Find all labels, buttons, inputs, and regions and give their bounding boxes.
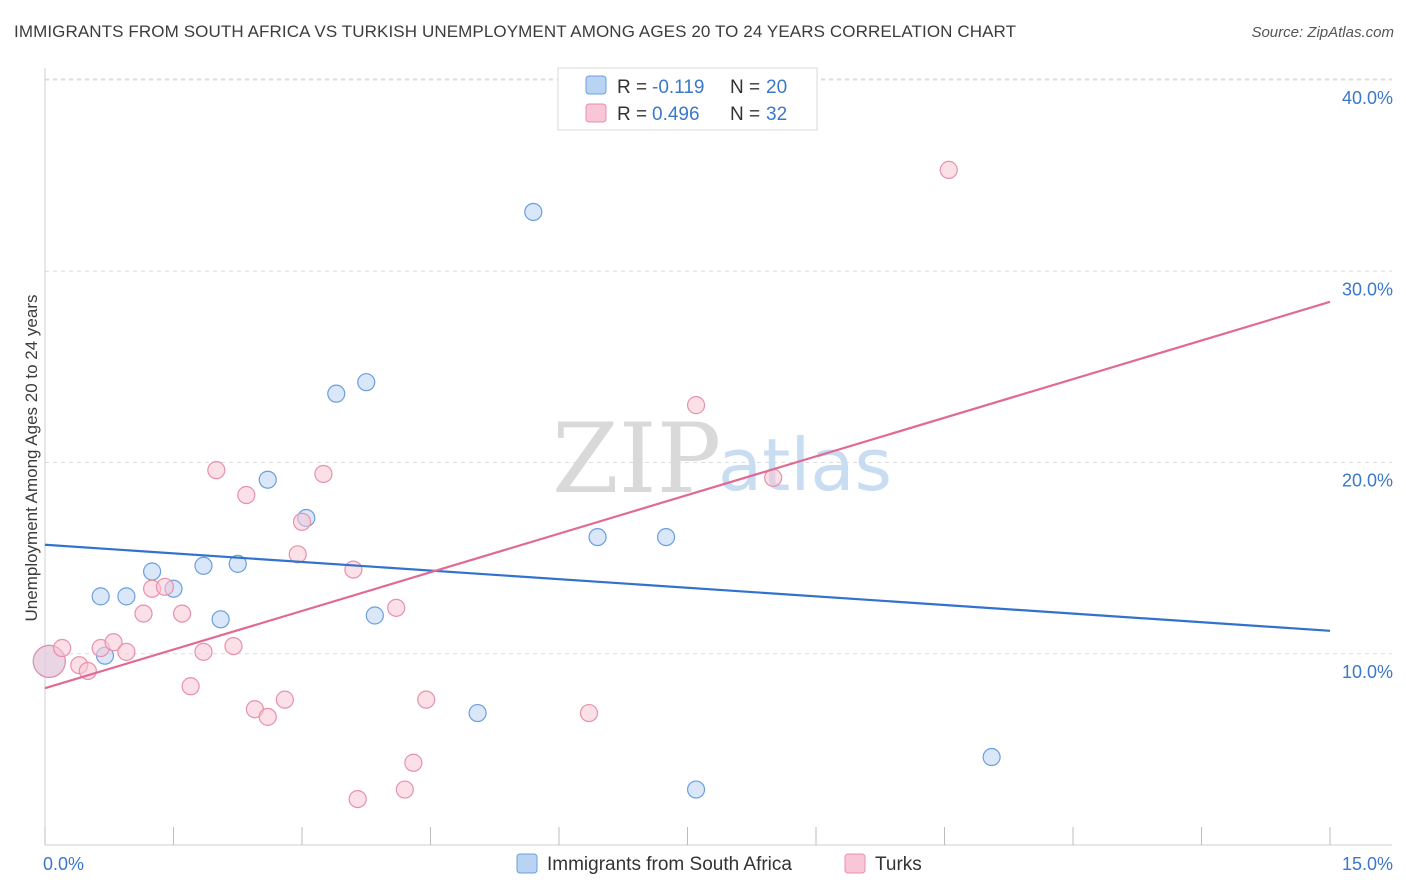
turks-point (404, 753, 423, 772)
turks-point (686, 396, 706, 415)
y-tick-label: 40.0% (1342, 88, 1393, 108)
trend-lines (44, 300, 1331, 690)
legend-r-value: -0.119 (652, 77, 704, 98)
south-africa-point (982, 747, 1001, 767)
turks-point (207, 461, 226, 480)
turks-point (579, 703, 599, 723)
legend-swatch-pink (585, 103, 607, 123)
y-tick-labels: 10.0% 20.0% 30.0% 40.0% (1342, 88, 1393, 682)
legend-n-value: 20 (766, 77, 787, 98)
gridlines (45, 78, 1392, 655)
turks-point (117, 642, 136, 661)
turks-point (104, 633, 123, 652)
south-africa-point (468, 703, 487, 723)
legend: R = -0.119 N = 20 R = 0.496 N = 32 (557, 67, 818, 131)
turks-point (237, 485, 256, 505)
axes (44, 68, 1392, 846)
bottom-legend-swatch-pink (844, 853, 866, 874)
x-tick-label: 15.0% (1342, 854, 1393, 874)
turks-point (387, 598, 406, 617)
bottom-legend: Immigrants from South Africa Turks (516, 853, 922, 875)
y-tick-label: 30.0% (1342, 279, 1393, 299)
legend-r-value: 0.496 (652, 104, 700, 125)
south-africa-point (327, 384, 346, 403)
bottom-legend-swatch-blue (516, 853, 538, 874)
south-africa-point (686, 780, 706, 799)
turks-point (939, 160, 958, 179)
x-tick-labels: 0.0% 15.0% (43, 854, 1393, 874)
south-africa-point (357, 373, 376, 392)
turks-point (134, 604, 153, 623)
turks-point (344, 560, 363, 579)
south-africa-trend-line (44, 543, 1331, 632)
legend-r-label: R = (617, 104, 647, 125)
south-africa-point (194, 556, 213, 575)
south-africa-point (142, 562, 162, 581)
watermark-zip: ZIP (552, 403, 721, 515)
turks-point (275, 690, 294, 709)
south-africa-point (524, 202, 543, 222)
chart-title: IMMIGRANTS FROM SOUTH AFRICA VS TURKISH … (14, 22, 1017, 41)
turks-point (181, 677, 200, 696)
watermark: ZIP atlas (552, 403, 892, 515)
bottom-legend-label-south-africa: Immigrants from South Africa (547, 854, 792, 875)
south-africa-point (211, 610, 230, 629)
legend-swatch-blue (585, 75, 607, 95)
y-axis-label: Unemployment Among Ages 20 to 24 years (22, 295, 41, 622)
south-africa-point (91, 587, 110, 606)
south-africa-point (228, 554, 247, 573)
turks-point (224, 636, 243, 656)
turks-point (172, 604, 192, 623)
y-tick-label: 20.0% (1342, 471, 1393, 491)
turks-point (314, 464, 333, 484)
turks-point (292, 512, 312, 531)
bottom-legend-label-turks: Turks (875, 854, 922, 875)
turks-point (348, 789, 367, 809)
south-africa-point (258, 470, 277, 489)
turks-point (155, 577, 175, 596)
turks-point (258, 707, 277, 726)
legend-r-label: R = (617, 77, 647, 98)
turks-point (288, 545, 307, 564)
source-label: Source: ZipAtlas.com (1251, 24, 1394, 41)
south-africa-point (656, 527, 676, 547)
turks-trend-line (44, 300, 1331, 690)
legend-n-label: N = (730, 77, 760, 98)
watermark-atlas: atlas (718, 423, 892, 507)
turks-point (194, 642, 213, 661)
x-tick-label: 0.0% (43, 854, 84, 874)
y-tick-label: 10.0% (1342, 662, 1393, 682)
turks-point (53, 638, 72, 658)
south-africa-point (365, 606, 384, 625)
turks-point (78, 661, 97, 681)
legend-n-value: 32 (766, 104, 787, 125)
series-turks-points (32, 160, 958, 809)
turks-point (395, 780, 414, 799)
legend-n-label: N = (730, 104, 760, 125)
turks-point (417, 690, 436, 709)
south-africa-point (588, 527, 607, 547)
south-africa-point (117, 587, 136, 606)
